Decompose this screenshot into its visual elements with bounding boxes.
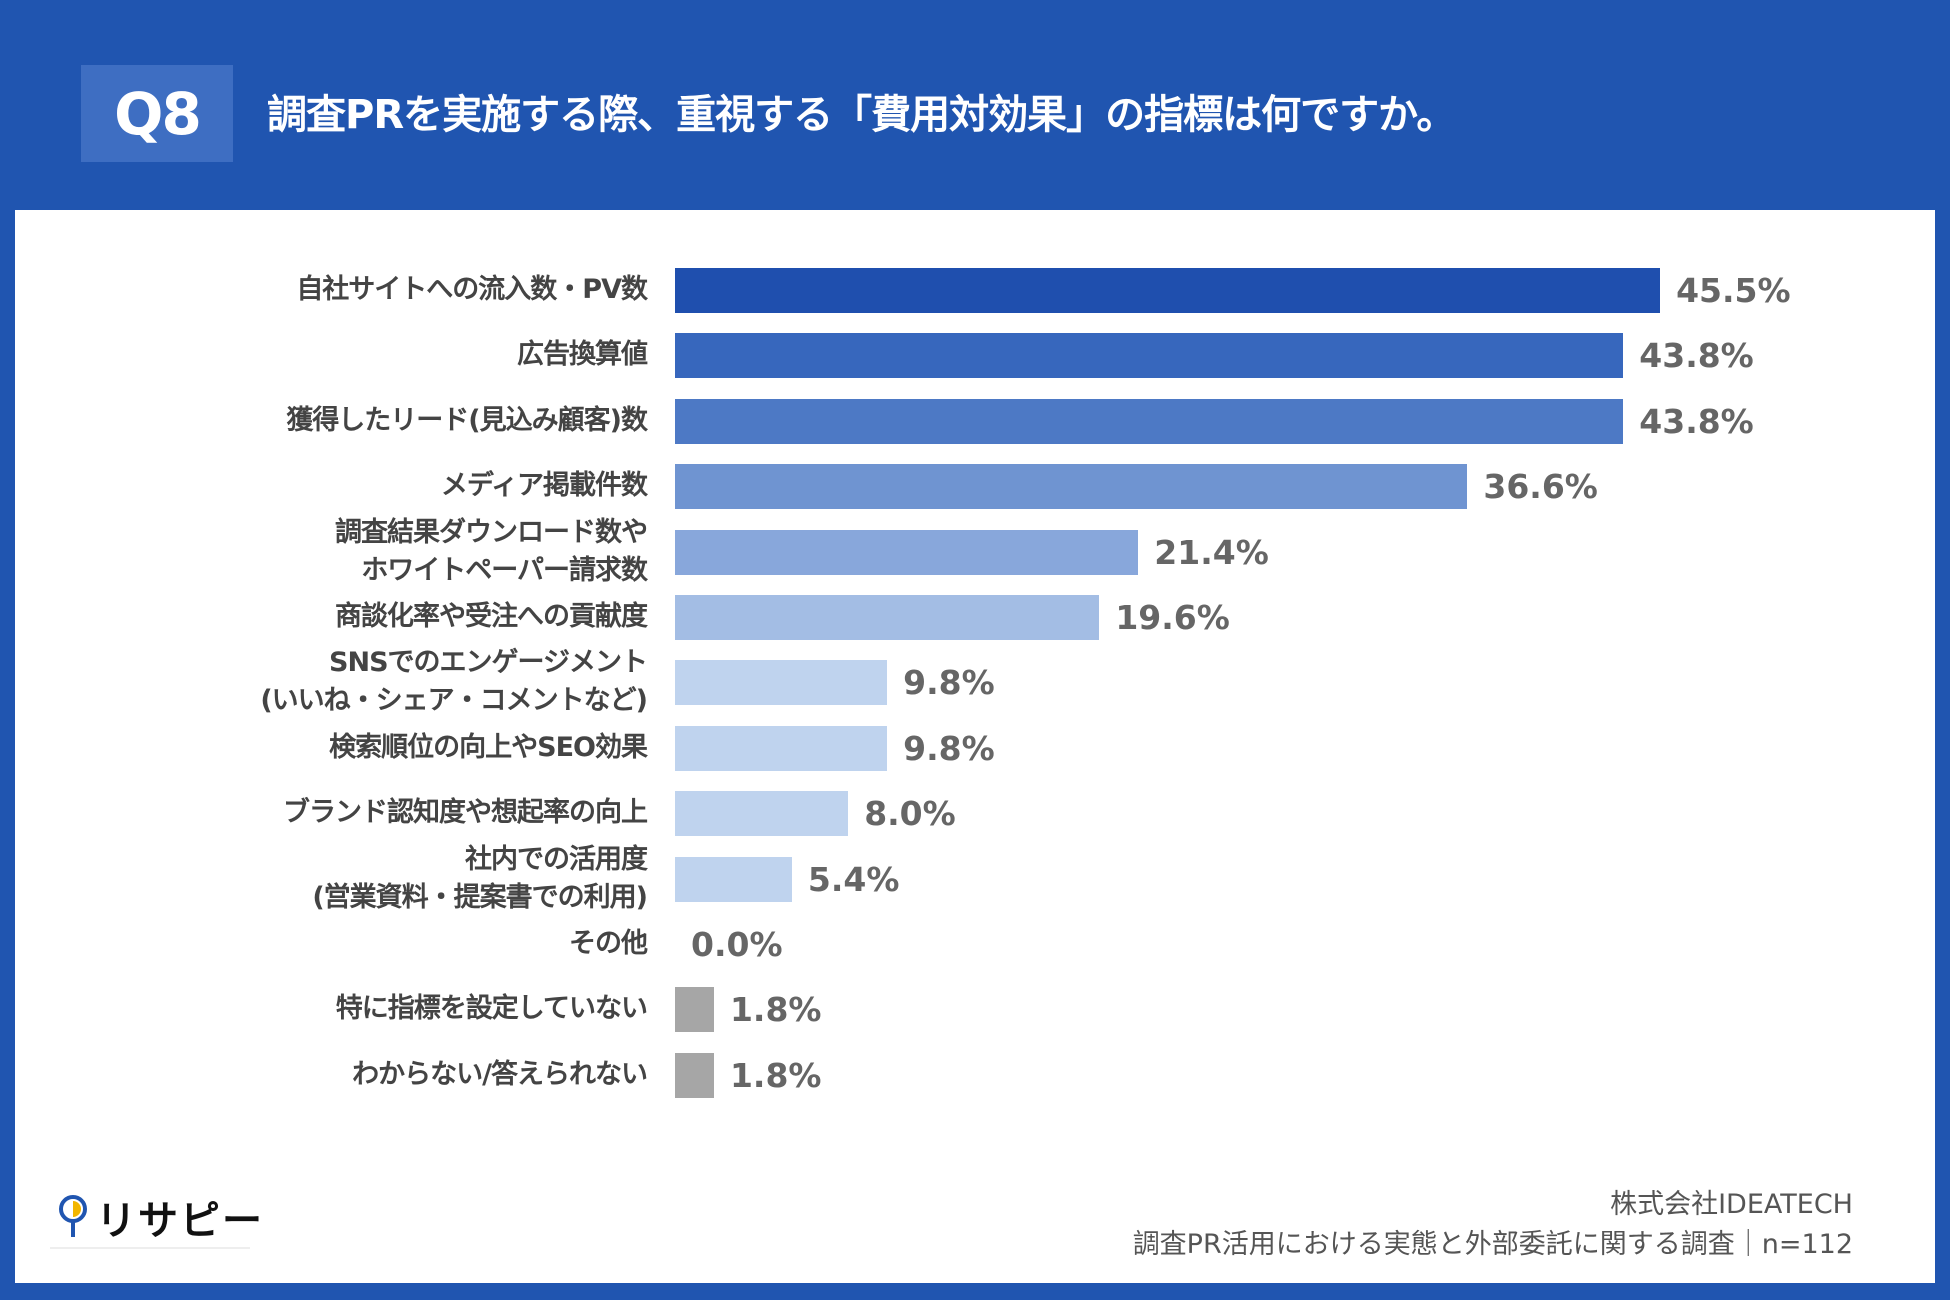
category-label: わからない/答えられない bbox=[352, 1058, 648, 1090]
bar bbox=[675, 595, 1100, 640]
bar bbox=[675, 660, 888, 706]
value-label: 1.8% bbox=[729, 1055, 822, 1095]
bar bbox=[675, 1052, 714, 1098]
value-label: 21.4% bbox=[1154, 532, 1269, 572]
value-label: 19.6% bbox=[1115, 598, 1230, 637]
logo-divider bbox=[50, 1247, 250, 1249]
value-label: 43.8% bbox=[1639, 401, 1754, 441]
pin-icon bbox=[59, 1195, 87, 1237]
bar bbox=[675, 529, 1139, 575]
footer-survey: 調査PR活用における実態と外部委託に関する調査｜n=112 bbox=[1132, 1229, 1853, 1260]
bar bbox=[675, 333, 1624, 379]
value-label: 9.8% bbox=[903, 663, 995, 703]
value-label: 8.0% bbox=[864, 794, 956, 834]
category-label: 広告換算値 bbox=[517, 339, 648, 371]
bar bbox=[675, 398, 1624, 444]
question-title: 調査PRを実施する際、重視する「費用対効果」の指標は何ですか。 bbox=[267, 92, 1456, 138]
value-label: 45.5% bbox=[1676, 271, 1791, 310]
category-label: メディア掲載件数 bbox=[440, 470, 648, 502]
question-badge: Q8 bbox=[81, 65, 233, 162]
category-label: 社内での活用度 (営業資料・提案書での利用) bbox=[312, 843, 648, 913]
chart-panel: 自社サイトへの流入数・PV数 45.5% 広告換算値 43.8% 獲得したリード(見込み… bbox=[15, 210, 1935, 1283]
category-label: ブランド認知度や想起率の向上 bbox=[283, 797, 648, 829]
bar bbox=[675, 987, 714, 1033]
category-label: 特に指標を設定していない bbox=[335, 993, 648, 1025]
category-label: 商談化率や受注への貢献度 bbox=[335, 601, 648, 632]
value-label: 0.0% bbox=[691, 925, 783, 964]
category-label: 調査結果ダウンロード数や ホワイトペーパー請求数 bbox=[335, 516, 648, 586]
logo-text: リサピー bbox=[96, 1198, 264, 1244]
category-label: SNSでのエンゲージメント (いいね・シェア・コメントなど) bbox=[260, 647, 648, 717]
footer-company: 株式会社IDEATECH bbox=[1610, 1189, 1853, 1220]
value-label: 1.8% bbox=[729, 990, 822, 1030]
bar bbox=[675, 725, 888, 771]
value-label: 36.6% bbox=[1483, 467, 1598, 507]
category-label: 獲得したリード(見込み顧客)数 bbox=[286, 404, 648, 436]
risapy-logo: リサピー bbox=[58, 1188, 264, 1246]
category-label: その他 bbox=[569, 928, 648, 959]
bar bbox=[675, 464, 1468, 510]
bar bbox=[675, 268, 1661, 313]
value-label: 5.4% bbox=[807, 859, 900, 899]
category-label: 自社サイトへの流入数・PV数 bbox=[296, 274, 648, 305]
value-label: 9.8% bbox=[903, 728, 995, 768]
bar bbox=[675, 791, 849, 837]
category-label: 検索順位の向上やSEO効果 bbox=[329, 731, 648, 763]
bar bbox=[675, 856, 792, 902]
value-label: 43.8% bbox=[1639, 336, 1754, 376]
